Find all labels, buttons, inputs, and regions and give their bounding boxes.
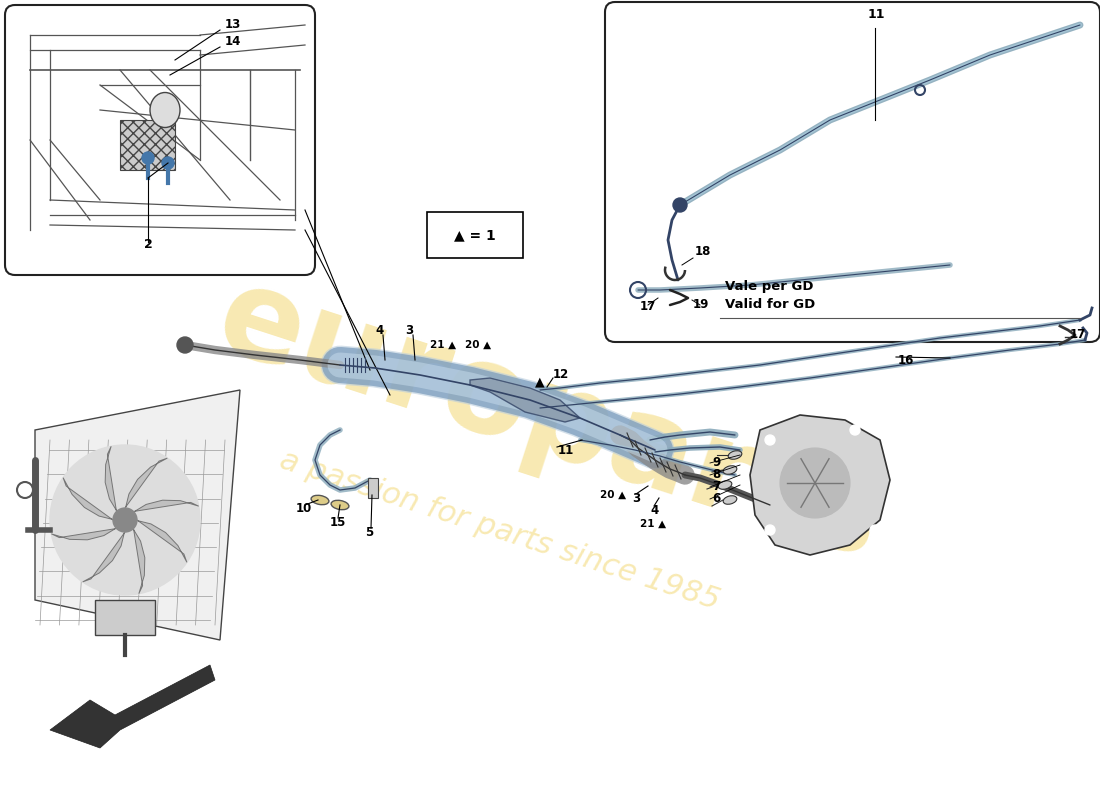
Ellipse shape	[718, 481, 732, 490]
Text: 17: 17	[1070, 329, 1087, 342]
Text: 11: 11	[868, 8, 886, 21]
Circle shape	[673, 198, 688, 212]
Polygon shape	[750, 415, 890, 555]
Text: 4: 4	[375, 323, 383, 337]
Polygon shape	[82, 530, 125, 582]
Text: 16: 16	[898, 354, 914, 366]
Bar	[95, 600, 155, 635]
Text: 7: 7	[712, 481, 720, 494]
Ellipse shape	[723, 466, 737, 474]
Circle shape	[142, 152, 154, 164]
Ellipse shape	[723, 496, 737, 504]
Polygon shape	[52, 527, 118, 540]
Circle shape	[870, 525, 880, 535]
Bar	[120, 120, 175, 170]
Circle shape	[780, 448, 850, 518]
Polygon shape	[50, 665, 215, 748]
Text: 19: 19	[693, 298, 710, 311]
Bar	[368, 478, 378, 498]
Text: 20 ▲: 20 ▲	[465, 340, 491, 350]
Text: 20 ▲: 20 ▲	[600, 490, 626, 500]
Text: 5: 5	[365, 526, 373, 538]
Polygon shape	[135, 520, 187, 562]
Circle shape	[764, 435, 776, 445]
Ellipse shape	[331, 500, 349, 510]
Text: 18: 18	[695, 245, 712, 258]
Circle shape	[177, 337, 192, 353]
Ellipse shape	[311, 495, 329, 505]
Circle shape	[764, 525, 776, 535]
Text: 2: 2	[144, 238, 153, 251]
Polygon shape	[132, 527, 145, 594]
Text: 13: 13	[226, 18, 241, 31]
Text: 9: 9	[712, 457, 720, 470]
Polygon shape	[470, 378, 580, 422]
Text: 10: 10	[296, 502, 312, 514]
Text: Valid for GD: Valid for GD	[725, 298, 815, 311]
Text: 14: 14	[226, 35, 241, 48]
Polygon shape	[35, 390, 240, 640]
Text: 11: 11	[558, 443, 574, 457]
Polygon shape	[106, 446, 118, 513]
Ellipse shape	[150, 93, 180, 127]
Text: 21 ▲: 21 ▲	[640, 519, 667, 529]
Circle shape	[850, 425, 860, 435]
Circle shape	[50, 445, 200, 595]
Text: 6: 6	[712, 493, 720, 506]
FancyBboxPatch shape	[427, 212, 522, 258]
Circle shape	[162, 157, 174, 169]
Polygon shape	[132, 500, 199, 513]
Circle shape	[113, 508, 138, 532]
Polygon shape	[125, 458, 167, 510]
Text: 3: 3	[405, 323, 414, 337]
Ellipse shape	[728, 450, 741, 459]
Text: Vale per GD: Vale per GD	[725, 280, 814, 293]
Text: a passion for parts since 1985: a passion for parts since 1985	[276, 445, 724, 615]
Text: ▲ = 1: ▲ = 1	[454, 228, 496, 242]
Text: 17: 17	[640, 300, 657, 313]
Text: 3: 3	[632, 491, 640, 505]
Text: 12: 12	[553, 369, 570, 382]
Text: europarts: europarts	[202, 256, 898, 584]
FancyBboxPatch shape	[605, 2, 1100, 342]
Text: 21 ▲: 21 ▲	[430, 340, 456, 350]
Text: 4: 4	[650, 503, 658, 517]
Polygon shape	[63, 478, 116, 520]
Text: 8: 8	[712, 469, 720, 482]
Text: ▲: ▲	[536, 375, 544, 388]
FancyBboxPatch shape	[6, 5, 315, 275]
Text: 15: 15	[330, 515, 346, 529]
